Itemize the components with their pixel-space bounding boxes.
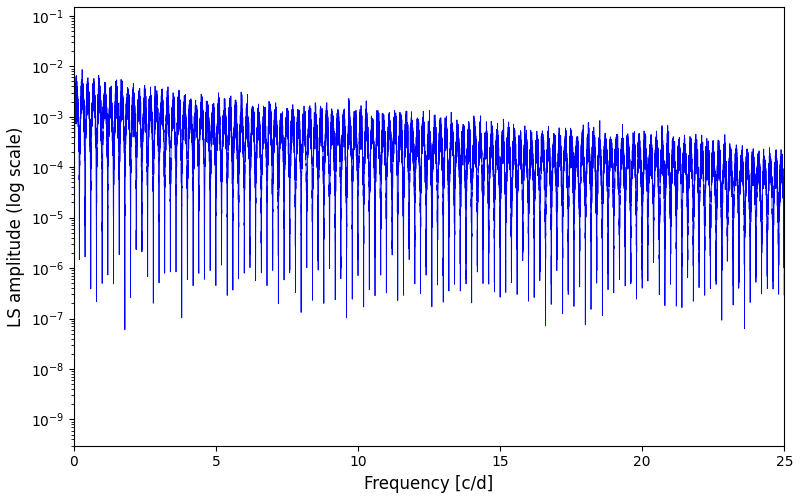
Y-axis label: LS amplitude (log scale): LS amplitude (log scale) — [7, 126, 25, 326]
X-axis label: Frequency [c/d]: Frequency [c/d] — [364, 475, 494, 493]
